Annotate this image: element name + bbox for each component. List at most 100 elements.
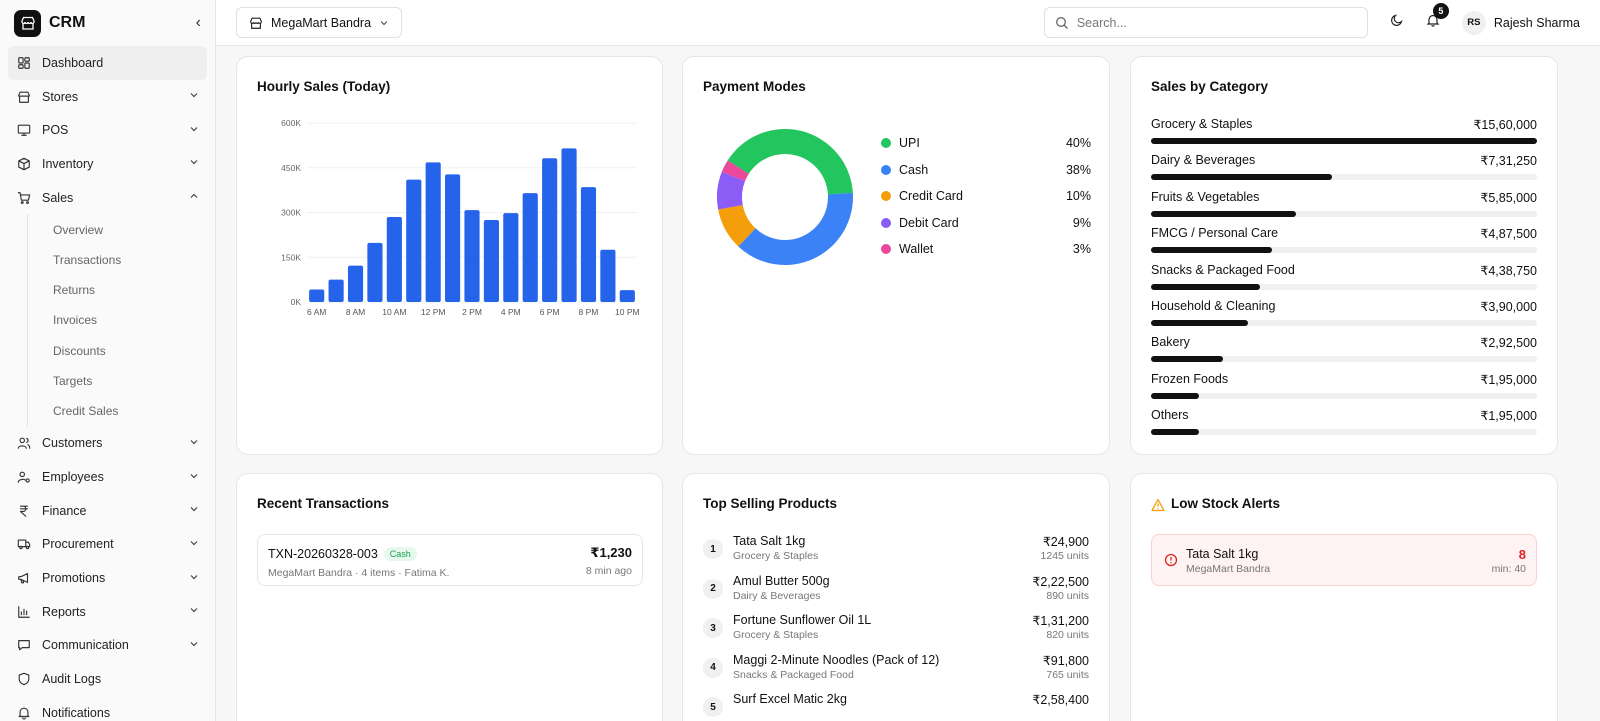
legend-color-dot (881, 217, 891, 228)
chevron-down-icon (189, 572, 199, 585)
hourly-sales-bar[interactable] (600, 249, 616, 302)
sidebar-item-employees[interactable]: Employees (8, 460, 207, 494)
hourly-sales-bar[interactable] (561, 148, 577, 302)
user-menu[interactable]: RS Rajesh Sharma (1461, 10, 1580, 35)
sidebar-subitem-overview[interactable]: Overview (53, 222, 104, 237)
payment-modes-donut-chart (717, 129, 853, 265)
sidebar-item-promotions[interactable]: Promotions (8, 561, 207, 595)
legend-percent: 3% (1072, 242, 1091, 256)
donut-slice-wallet[interactable] (721, 160, 749, 182)
sidebar-subitem-discounts[interactable]: Discounts (53, 343, 106, 358)
sidebar-item-stores[interactable]: Stores (8, 80, 207, 114)
sidebar-subitem-invoices[interactable]: Invoices (53, 313, 98, 328)
sidebar-item-finance[interactable]: Finance (8, 494, 207, 528)
recent-transactions-card: Recent Transactions TXN-20260328-003 Cash… (236, 473, 663, 721)
message-icon (16, 637, 32, 653)
category-value: ₹1,95,000 (1480, 372, 1537, 387)
sidebar-item-procurement[interactable]: Procurement (8, 528, 207, 562)
hourly-sales-bar[interactable] (347, 265, 364, 302)
product-rank: 2 (703, 578, 723, 599)
user-cog-icon (16, 469, 32, 485)
product-item[interactable]: 3 Fortune Sunflower Oil 1L Grocery & Stapl… (703, 613, 1089, 647)
product-category: Snacks & Packaged Food (733, 668, 854, 681)
legend-item-wallet: Wallet 3% (881, 242, 1091, 256)
sidebar-item-reports[interactable]: Reports (8, 595, 207, 629)
hourly-sales-bar[interactable] (483, 219, 499, 302)
donut-slice-upi[interactable] (727, 129, 853, 195)
product-item[interactable]: 5 Surf Excel Matic 2kg ₹2,58,400 (703, 692, 1089, 721)
sidebar-item-dashboard[interactable]: Dashboard (8, 46, 207, 80)
category-bar-track (1151, 356, 1537, 363)
sidebar-item-label: Stores (42, 89, 79, 104)
x-tick-label: 8 AM (346, 307, 365, 317)
sidebar-item-pos[interactable]: POS (8, 113, 207, 147)
hourly-sales-bar[interactable] (406, 179, 422, 302)
sidebar-item-audit-logs[interactable]: Audit Logs (8, 662, 207, 696)
theme-toggle-moon-icon[interactable] (1390, 13, 1404, 32)
sidebar-item-inventory[interactable]: Inventory (8, 147, 207, 181)
hourly-sales-bar[interactable] (464, 210, 480, 302)
y-tick-label: 0K (291, 297, 302, 307)
sidebar-item-label: Reports (42, 604, 86, 619)
legend-percent: 9% (1072, 215, 1091, 230)
donut-slice-credit-card[interactable] (718, 204, 756, 247)
product-revenue: ₹24,900 (1042, 535, 1089, 549)
top-selling-products-card: Top Selling Products 1 Tata Salt 1kg Groce… (682, 473, 1110, 721)
category-bar-fill (1151, 320, 1248, 326)
sidebar-item-sales[interactable]: Sales (8, 181, 207, 215)
product-item[interactable]: 1 Tata Salt 1kg Grocery & Staples ₹24,900 12… (703, 534, 1089, 568)
bar-chart-icon (16, 604, 32, 620)
product-item[interactable]: 4 Maggi 2-Minute Noodles (Pack of 12) Snac… (703, 653, 1089, 687)
category-bar-track (1151, 429, 1537, 436)
hourly-sales-bar[interactable] (386, 216, 402, 302)
sidebar-subitem-credit-sales[interactable]: Credit Sales (53, 404, 119, 419)
product-item[interactable]: 2 Amul Butter 500g Dairy & Beverages ₹2,22,… (703, 574, 1089, 608)
category-value: ₹4,87,500 (1480, 227, 1537, 242)
low-stock-product-name: Tata Salt 1kg (1186, 547, 1259, 561)
x-tick-label: 10 PM (615, 307, 640, 317)
category-bar-track (1151, 247, 1537, 254)
brand-header: CRM ‹ (0, 0, 215, 46)
hourly-sales-bar[interactable] (619, 290, 635, 302)
sidebar-subitem-transactions[interactable]: Transactions (53, 252, 122, 267)
chevron-down-icon (189, 124, 199, 137)
sales-by-category-card: Sales by Category Grocery & Staples ₹15,6… (1130, 56, 1558, 455)
hourly-sales-bar[interactable] (580, 187, 597, 302)
sidebar-subitem-returns[interactable]: Returns (53, 283, 96, 298)
hourly-sales-bar[interactable] (522, 193, 538, 302)
x-tick-label: 2 PM (462, 307, 482, 317)
search-box[interactable] (1043, 7, 1368, 38)
store-selector-label: MegaMart Bandra (271, 15, 372, 30)
x-tick-label: 6 PM (540, 307, 560, 317)
hourly-sales-bar[interactable] (367, 242, 383, 302)
cart-icon (16, 190, 32, 206)
hourly-sales-bar[interactable] (328, 279, 344, 302)
product-units: 890 units (1046, 589, 1089, 602)
hourly-sales-bar[interactable] (309, 289, 325, 302)
sidebar-item-label: Notifications (42, 705, 111, 720)
sidebar-subitem-targets[interactable]: Targets (53, 374, 93, 389)
notifications-bell-icon[interactable]: 5 (1426, 3, 1449, 32)
legend-percent: 40% (1065, 136, 1091, 150)
sidebar-item-customers[interactable]: Customers (8, 427, 207, 461)
hourly-sales-bar[interactable] (445, 174, 461, 302)
low-stock-alert-item[interactable]: Tata Salt 1kg MegaMart Bandra 8 min: 40 (1151, 534, 1537, 586)
category-label: Dairy & Beverages (1151, 153, 1256, 168)
search-input[interactable] (1076, 15, 1357, 30)
hourly-sales-bar[interactable] (542, 158, 558, 302)
store-selector[interactable]: MegaMart Bandra (236, 7, 403, 38)
collapse-sidebar-icon[interactable]: ‹ (195, 14, 201, 31)
sidebar-item-label: Finance (42, 503, 87, 518)
transaction-item[interactable]: TXN-20260328-003 Cash MegaMart Bandra · 4… (257, 534, 643, 586)
sidebar-item-notifications[interactable]: Notifications (8, 696, 207, 721)
hourly-sales-bar[interactable] (503, 213, 519, 302)
donut-slice-cash[interactable] (738, 192, 853, 265)
product-name: Maggi 2-Minute Noodles (Pack of 12) (733, 652, 940, 667)
avatar: RS (1461, 10, 1486, 35)
hourly-sales-bar[interactable] (425, 162, 441, 302)
warning-triangle-icon (1151, 498, 1165, 512)
sidebar-item-communication[interactable]: Communication (8, 629, 207, 663)
donut-slice-debit-card[interactable] (717, 171, 746, 210)
legend-label: Cash (899, 162, 929, 177)
x-tick-label: 4 PM (501, 307, 521, 317)
